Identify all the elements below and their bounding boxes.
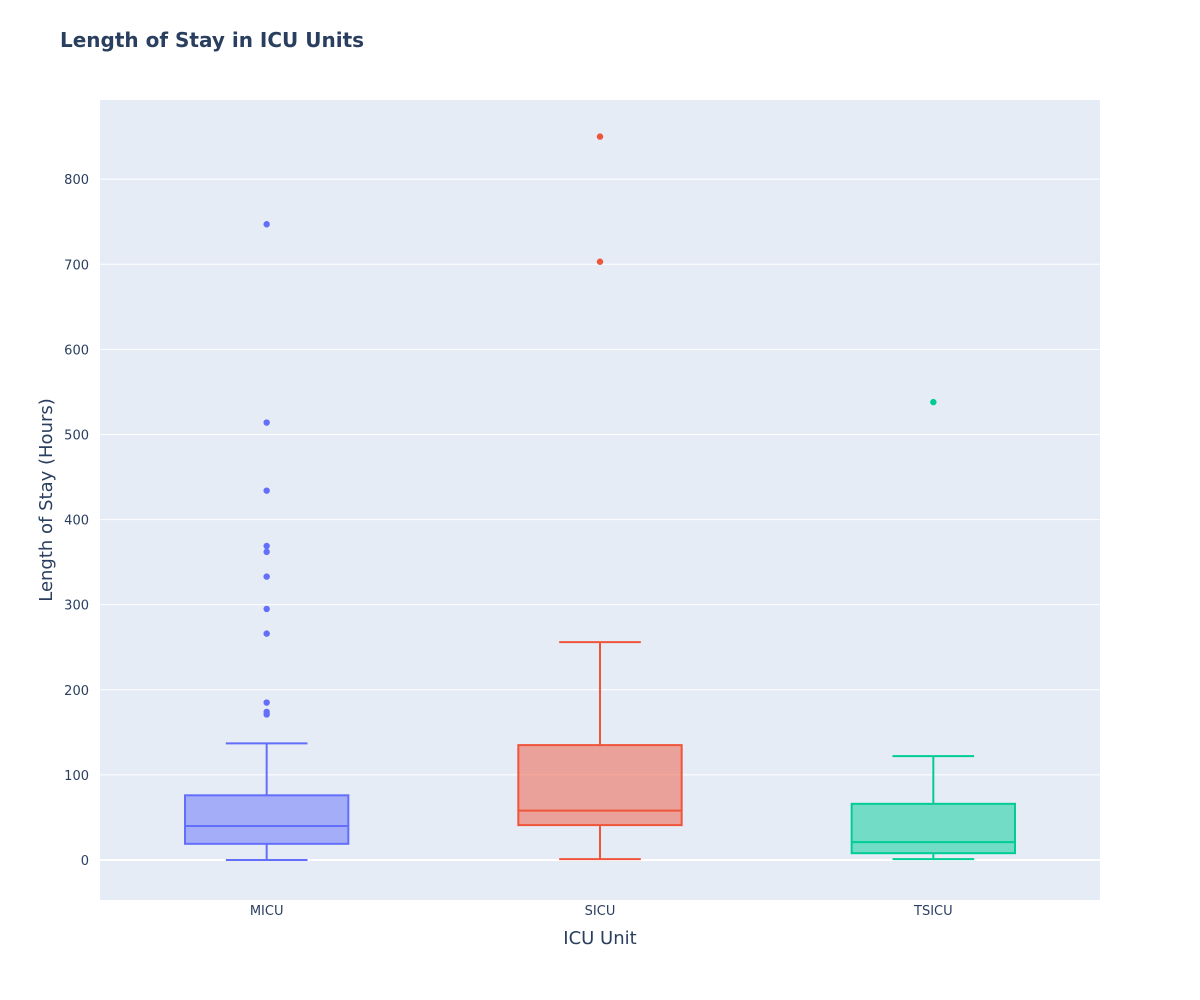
outlier-point bbox=[596, 258, 604, 265]
x-axis-title: ICU Unit bbox=[563, 928, 636, 949]
box-micu bbox=[184, 221, 350, 861]
y-tick-label: 100 bbox=[64, 769, 89, 784]
outlier-point bbox=[263, 573, 270, 580]
outlier-point bbox=[263, 699, 270, 706]
y-tick-label: 300 bbox=[64, 599, 89, 614]
tick-labels: 0 100 200 300 400 500 600 700 800 MICU SICU TSICU bbox=[64, 173, 952, 919]
x-tick-label: MICU bbox=[250, 904, 284, 919]
outlier-point bbox=[263, 548, 270, 556]
y-tick-label: 0 bbox=[81, 854, 89, 869]
outlier-point bbox=[263, 605, 270, 613]
y-tick-label: 700 bbox=[64, 258, 89, 273]
y-tick-label: 500 bbox=[64, 428, 89, 443]
outlier-point bbox=[263, 711, 270, 718]
iqr-box bbox=[517, 744, 683, 827]
x-tick-label: SICU bbox=[585, 904, 616, 919]
outlier-point bbox=[263, 419, 270, 426]
x-tick-label: TSICU bbox=[913, 904, 953, 919]
iqr-box bbox=[850, 802, 1017, 855]
y-tick-label: 600 bbox=[64, 343, 89, 358]
outlier-point bbox=[263, 630, 270, 637]
box-tsicu bbox=[850, 398, 1017, 861]
outlier-point bbox=[263, 221, 270, 228]
outlier-point bbox=[263, 487, 270, 494]
y-tick-label: 200 bbox=[64, 684, 89, 699]
box-sicu bbox=[517, 133, 683, 861]
outlier-point bbox=[596, 133, 604, 140]
boxes bbox=[184, 133, 1017, 861]
y-tick-label: 400 bbox=[64, 514, 89, 529]
outlier-point bbox=[263, 542, 270, 550]
y-tick-label: 800 bbox=[64, 173, 89, 188]
chart-title: Length of Stay in ICU Units bbox=[60, 28, 365, 52]
outlier-point bbox=[930, 398, 937, 406]
y-axis-title: Length of Stay (Hours) bbox=[36, 398, 57, 602]
iqr-box bbox=[184, 794, 350, 845]
